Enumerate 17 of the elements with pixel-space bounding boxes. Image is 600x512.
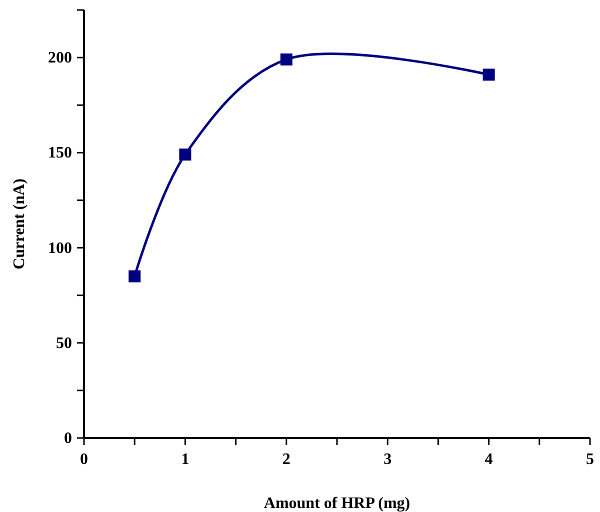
x-tick-label: 5	[586, 451, 594, 468]
y-tick-label: 50	[56, 334, 72, 352]
point	[280, 53, 292, 66]
x-tick-label: 2	[282, 451, 290, 468]
y-axis-title: Current (nA)	[11, 178, 28, 270]
y-tick-label: 0	[64, 430, 72, 447]
x-tick-label: 0	[80, 451, 88, 468]
x-tick-label: 3	[384, 451, 392, 468]
y-tick-label: 100	[48, 240, 72, 257]
x-axis-title: Amount of HRP (mg)	[264, 495, 410, 512]
point	[482, 68, 495, 81]
point	[179, 148, 192, 161]
y-tick-label: 150	[48, 144, 72, 162]
x-tick-label: 1	[181, 451, 190, 468]
x-tick-label: 4	[484, 451, 493, 468]
y-tick-label: 200	[48, 50, 72, 67]
point	[128, 270, 141, 282]
